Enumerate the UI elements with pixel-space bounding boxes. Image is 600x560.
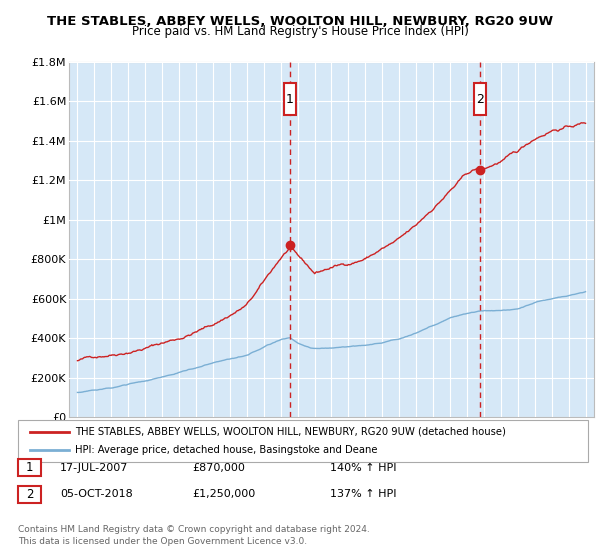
Text: 05-OCT-2018: 05-OCT-2018 [60, 489, 133, 500]
Text: THE STABLES, ABBEY WELLS, WOOLTON HILL, NEWBURY, RG20 9UW (detached house): THE STABLES, ABBEY WELLS, WOOLTON HILL, … [75, 427, 506, 437]
Text: 137% ↑ HPI: 137% ↑ HPI [330, 489, 397, 500]
Text: Contains HM Land Registry data © Crown copyright and database right 2024.
This d: Contains HM Land Registry data © Crown c… [18, 525, 370, 546]
Text: 140% ↑ HPI: 140% ↑ HPI [330, 463, 397, 473]
Text: £1,250,000: £1,250,000 [192, 489, 255, 500]
Text: 2: 2 [26, 488, 33, 501]
Text: HPI: Average price, detached house, Basingstoke and Deane: HPI: Average price, detached house, Basi… [75, 445, 377, 455]
FancyBboxPatch shape [474, 83, 486, 115]
Text: 17-JUL-2007: 17-JUL-2007 [60, 463, 128, 473]
Text: 1: 1 [286, 92, 294, 106]
Text: 2: 2 [476, 92, 484, 106]
Text: Price paid vs. HM Land Registry's House Price Index (HPI): Price paid vs. HM Land Registry's House … [131, 25, 469, 38]
Text: £870,000: £870,000 [192, 463, 245, 473]
FancyBboxPatch shape [284, 83, 296, 115]
Text: 1: 1 [26, 461, 33, 474]
Text: THE STABLES, ABBEY WELLS, WOOLTON HILL, NEWBURY, RG20 9UW: THE STABLES, ABBEY WELLS, WOOLTON HILL, … [47, 15, 553, 27]
